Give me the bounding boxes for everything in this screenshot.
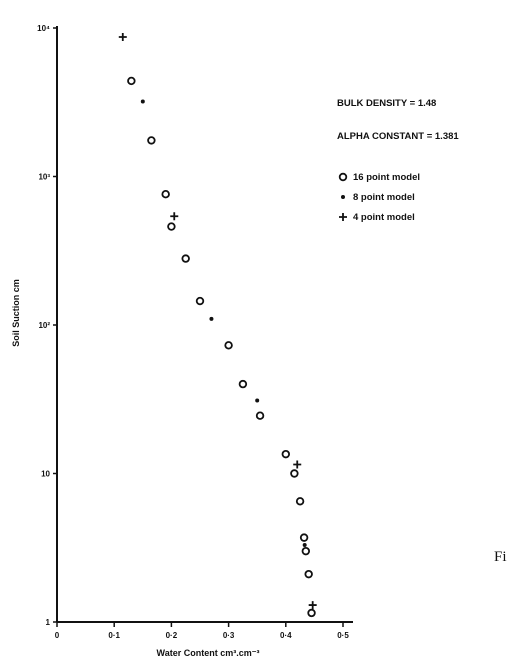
point-16-point-model — [301, 546, 311, 556]
x-tick-label: 0·2 — [166, 631, 178, 640]
point-8-point-model — [302, 543, 307, 548]
x-tick-label: 0·4 — [280, 631, 292, 640]
y-tick-label: 10⁴ — [37, 24, 50, 33]
alpha-constant-annotation: ALPHA CONSTANT = 1.381 — [337, 131, 459, 142]
x-tick-label: 0·3 — [223, 631, 235, 640]
legend-marker-plus — [339, 213, 347, 221]
point-16-point-model — [161, 189, 170, 199]
y-tick-label: 10² — [38, 321, 50, 330]
point-4-point-model — [293, 460, 302, 469]
y-tick-label: 1 — [46, 618, 51, 627]
figure-caption-fragment: Fi — [494, 549, 507, 565]
chart-legend: 16 point model 8 point model 4 point mod… — [338, 172, 420, 223]
x-tick-label: 0·1 — [108, 631, 120, 640]
y-tick-label: 10 — [41, 470, 50, 479]
legend-marker-circle — [338, 172, 348, 182]
point-16-point-model — [295, 497, 305, 506]
data-points — [118, 32, 317, 618]
point-16-point-model — [224, 341, 233, 350]
point-16-point-model — [181, 254, 190, 263]
chart-annotations: BULK DENSITY = 1.48 ALPHA CONSTANT = 1.3… — [337, 98, 459, 142]
bulk-density-annotation: BULK DENSITY = 1.48 — [337, 98, 436, 109]
point-16-point-model — [299, 533, 309, 542]
point-16-point-model — [304, 569, 313, 579]
point-8-point-model — [255, 398, 260, 403]
point-16-point-model — [147, 136, 156, 145]
point-16-point-model — [195, 296, 205, 306]
legend-marker-dot — [341, 195, 345, 199]
legend-label-4-point-model: 4 point model — [353, 212, 415, 223]
point-4-point-model — [308, 601, 317, 610]
point-16-point-model — [281, 449, 290, 459]
point-16-point-model — [290, 469, 299, 478]
x-tick-label: 0·5 — [337, 631, 349, 640]
legend-label-8-point-model: 8 point model — [353, 192, 415, 203]
point-16-point-model — [238, 379, 248, 389]
point-4-point-model — [118, 32, 127, 41]
point-8-point-model — [140, 99, 145, 104]
y-axis-ticks: 1 10 10² 10³ 10⁴ — [37, 24, 57, 627]
y-axis-title: Soil Suction cm — [11, 279, 21, 347]
legend-label-16-point-model: 16 point model — [353, 172, 420, 183]
x-tick-label: 0 — [55, 631, 60, 640]
x-axis-ticks: 0 0·1 0·2 0·3 0·4 0·5 — [55, 622, 349, 640]
point-16-point-model — [167, 222, 176, 231]
point-16-point-model — [307, 608, 316, 618]
point-16-point-model — [127, 76, 136, 86]
point-4-point-model — [170, 212, 179, 221]
point-16-point-model — [255, 411, 265, 420]
chart-axes — [56, 26, 353, 623]
y-tick-label: 10³ — [38, 173, 50, 182]
x-axis-title: Water Content cm³.cm⁻³ — [157, 648, 260, 658]
point-8-point-model — [209, 316, 214, 321]
